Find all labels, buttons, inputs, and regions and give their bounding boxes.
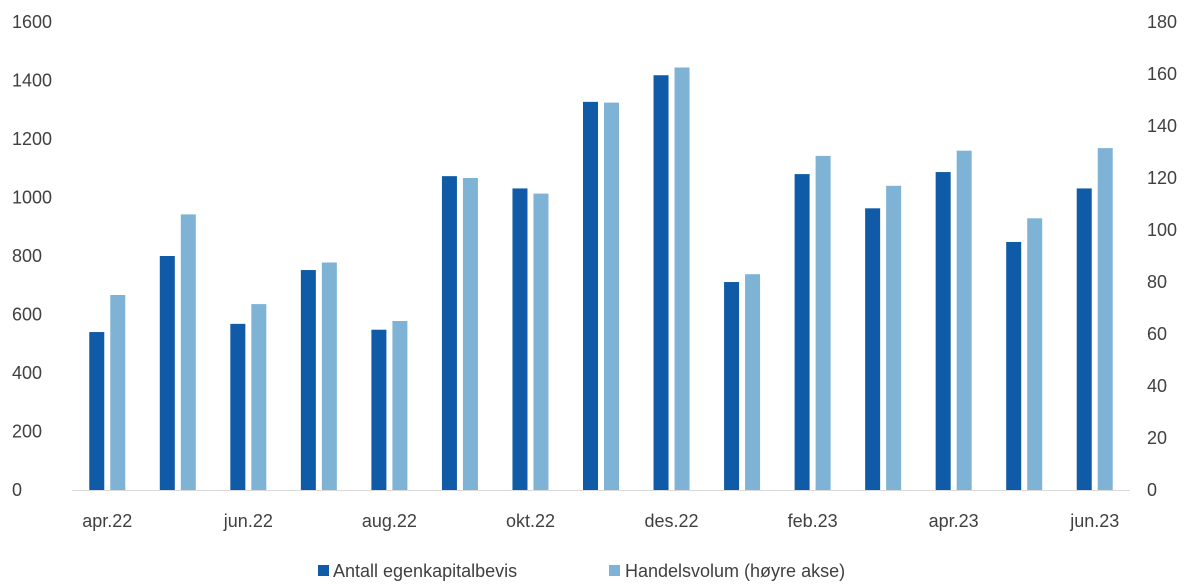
right-tick-label: 40 [1147,376,1167,396]
bar-handelsvolum [956,150,972,490]
right-tick-label: 20 [1147,428,1167,448]
x-tick-label: jun.23 [1069,511,1119,531]
bar-handelsvolum [1097,148,1113,490]
legend-swatch-handelsvolum [609,565,620,576]
bar-antall-egenkapitalbevis [653,75,669,491]
right-tick-label: 0 [1147,480,1157,500]
bar-antall-egenkapitalbevis [865,208,881,490]
bar-antall-egenkapitalbevis [1006,241,1022,490]
left-tick-label: 1400 [12,71,52,91]
bar-antall-egenkapitalbevis [159,256,175,490]
right-tick-label: 180 [1147,12,1177,32]
left-tick-label: 1200 [12,129,52,149]
bar-antall-egenkapitalbevis [724,282,740,490]
bar-handelsvolum [180,214,196,490]
bar-handelsvolum [1027,218,1043,491]
x-tick-label: apr.22 [82,511,132,531]
bar-antall-egenkapitalbevis [89,332,105,490]
legend-label-antall: Antall egenkapitalbevis [333,561,517,581]
bar-handelsvolum [533,193,549,490]
left-tick-label: 1000 [12,188,52,208]
x-tick-label: apr.23 [929,511,979,531]
bar-handelsvolum [462,178,478,490]
left-tick-label: 0 [12,480,22,500]
bar-handelsvolum [604,102,619,490]
right-tick-label: 60 [1147,324,1167,344]
bar-handelsvolum [815,155,831,490]
right-tick-label: 120 [1147,168,1177,188]
bar-handelsvolum [110,295,126,490]
left-tick-label: 600 [12,305,42,325]
bar-antall-egenkapitalbevis [794,174,810,490]
x-tick-label: feb.23 [788,511,838,531]
bar-antall-egenkapitalbevis [512,188,528,490]
bar-handelsvolum [745,274,761,490]
bar-antall-egenkapitalbevis [371,329,387,490]
right-axis: 0 20 40 60 80 100 120 140 160 180 [1147,12,1177,500]
right-tick-label: 160 [1147,64,1177,84]
bar-handelsvolum [251,304,267,490]
bar-handelsvolum [392,321,408,490]
left-tick-label: 1600 [12,12,52,32]
legend-label-handelsvolum: Handelsvolum (høyre akse) [625,561,845,581]
x-tick-label: jun.22 [223,511,273,531]
bar-antall-egenkapitalbevis [1076,188,1092,490]
left-axis: 0 200 400 600 800 1000 1200 1400 1600 [12,12,52,500]
bar-antall-egenkapitalbevis [935,172,951,491]
left-tick-label: 200 [12,422,42,442]
x-tick-label: des.22 [645,511,699,531]
x-axis: apr.22 jun.22 aug.22 okt.22 des.22 feb.23 apr.… [82,511,1119,531]
bar-handelsvolum [321,262,337,490]
x-tick-label: aug.22 [362,511,417,531]
bar-antall-egenkapitalbevis [230,323,246,490]
legend-swatch-antall [318,565,329,576]
legend: Antall egenkapitalbevis Handelsvolum (hø… [318,561,845,581]
right-tick-label: 140 [1147,116,1177,136]
right-tick-label: 100 [1147,220,1177,240]
x-tick-label: okt.22 [506,511,555,531]
bar-antall-egenkapitalbevis [583,101,598,490]
left-tick-label: 400 [12,363,42,383]
left-tick-label: 800 [12,246,42,266]
bar-antall-egenkapitalbevis [300,270,316,490]
bars [89,67,1113,491]
right-tick-label: 80 [1147,272,1167,292]
bar-handelsvolum [886,185,902,491]
bar-handelsvolum [674,67,690,490]
bar-antall-egenkapitalbevis [441,176,457,490]
